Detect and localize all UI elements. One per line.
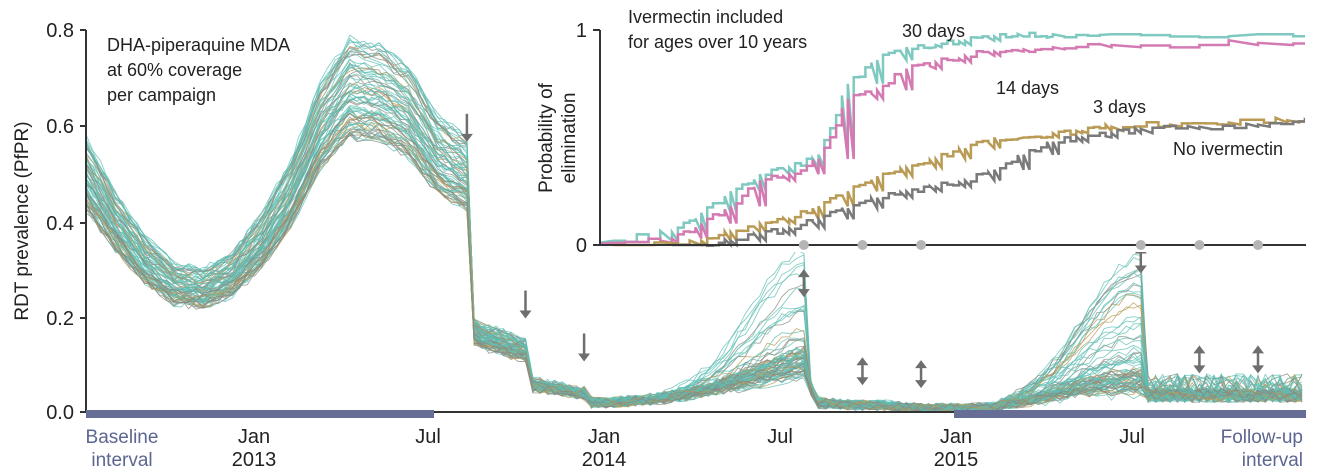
campaign-dot: [916, 240, 927, 250]
simulation-trace: [86, 49, 1303, 412]
baseline-interval-bar: [86, 410, 434, 418]
series-label-14-days: 14 days: [996, 78, 1059, 98]
down-arrow-marker: [519, 290, 532, 319]
simulation-trace: [86, 67, 1303, 412]
x-tick-label: Jan: [588, 426, 620, 448]
campaign-dot: [1194, 240, 1205, 250]
elimination-lines: [600, 31, 1305, 248]
inset-y-tick-label: 1: [576, 20, 587, 42]
elimination-series-line: [672, 117, 1305, 248]
y-tick-label: 0.8: [46, 20, 74, 42]
baseline-interval-label: Baseline: [86, 427, 159, 448]
double-arrow-marker: [1193, 345, 1206, 374]
series-label-3-days: 3 days: [1093, 97, 1146, 117]
mda-annotation: DHA-piperaquine MDA: [107, 35, 290, 55]
x-tick-label: Jan: [238, 426, 270, 448]
inset-y-tick-label: 0: [576, 235, 587, 257]
down-arrow-marker: [460, 113, 473, 142]
down-arrow-marker: [578, 333, 591, 362]
elimination-series-line: [613, 115, 1305, 248]
simulation-trace: [86, 99, 1303, 412]
simulation-trace: [86, 134, 1303, 412]
x-tick-sublabel: 2013: [232, 449, 277, 471]
elimination-inset: 1 0 Probability of elimination Ivermecti…: [536, 7, 1316, 257]
y-axis-label: RDT prevalence (PfPR): [12, 121, 33, 320]
y-tick-marks: [80, 29, 86, 413]
campaign-dot: [1135, 240, 1146, 250]
inset-title: for ages over 10 years: [628, 32, 807, 52]
y-tick-label: 0.2: [46, 308, 74, 330]
inset-y-axis-label: Probability of: [536, 82, 557, 193]
simulation-trace: [86, 121, 1303, 412]
simulation-trace: [86, 41, 1303, 412]
campaign-dot: [798, 240, 809, 250]
simulation-trace: [86, 52, 1303, 412]
elimination-series-line: [600, 31, 1305, 245]
x-tick-label: Jan: [940, 426, 972, 448]
y-tick-label: 0.4: [46, 213, 74, 235]
x-tick-sublabel: 2015: [934, 449, 979, 471]
x-tick-label: Jul: [415, 426, 441, 448]
simulation-trace: [86, 128, 1303, 412]
x-tick-sublabel: 2014: [582, 449, 627, 471]
series-label-30-days: 30 days: [902, 21, 965, 41]
y-tick-label: 0.0: [46, 402, 74, 424]
double-arrow-marker: [856, 357, 869, 386]
x-tick-label: Jul: [767, 426, 793, 448]
prevalence-traces: [86, 34, 1303, 412]
double-arrow-marker: [915, 360, 928, 389]
baseline-interval-label: interval: [91, 450, 152, 471]
double-arrow-marker: [1252, 345, 1264, 374]
campaign-dot: [1253, 240, 1263, 250]
simulation-trace: [86, 39, 1303, 412]
followup-interval-bar: [954, 410, 1306, 418]
mda-annotation: at 60% coverage: [107, 60, 242, 80]
elimination-series-line: [600, 38, 1305, 246]
y-tick-label: 0.6: [46, 116, 74, 138]
series-label-no-ivermectin: No ivermectin: [1173, 139, 1283, 159]
inset-title: Ivermectin included: [628, 7, 783, 27]
x-tick-label: Jul: [1119, 426, 1145, 448]
followup-interval-label: interval: [1242, 450, 1303, 471]
simulation-trace: [86, 64, 1303, 412]
followup-interval-label: Follow-up: [1221, 427, 1303, 448]
campaign-dot: [857, 240, 868, 250]
mda-annotation: per campaign: [107, 85, 216, 105]
inset-y-axis-label: elimination: [559, 93, 580, 184]
campaign-markers: [460, 113, 1264, 389]
double-arrow-marker: [797, 269, 810, 298]
